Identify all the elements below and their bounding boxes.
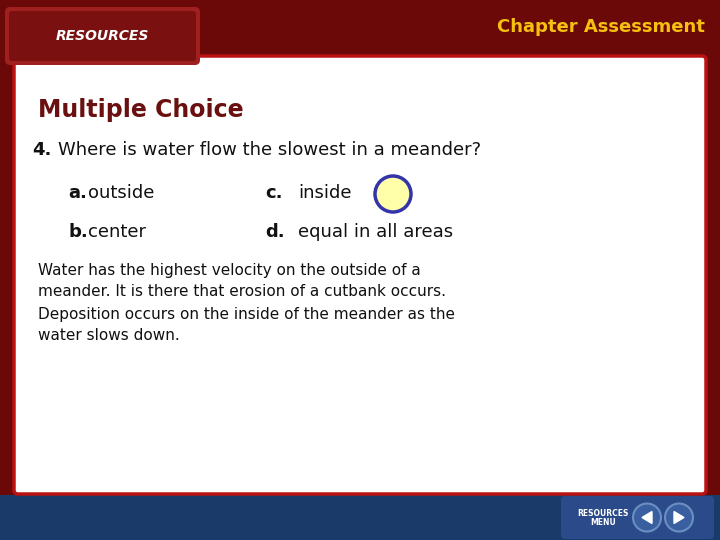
FancyBboxPatch shape	[14, 56, 706, 494]
Text: inside: inside	[298, 184, 351, 202]
Text: Chapter Assessment: Chapter Assessment	[497, 18, 705, 37]
FancyBboxPatch shape	[5, 7, 200, 65]
Text: c.: c.	[265, 184, 282, 202]
Text: RESOURCES: RESOURCES	[56, 29, 149, 43]
Circle shape	[375, 176, 411, 212]
Text: meander. It is there that erosion of a cutbank occurs.: meander. It is there that erosion of a c…	[38, 285, 446, 300]
Text: 4.: 4.	[32, 141, 51, 159]
Text: center: center	[88, 223, 146, 241]
FancyBboxPatch shape	[9, 11, 196, 61]
Text: MENU: MENU	[590, 518, 616, 527]
Text: water slows down.: water slows down.	[38, 328, 180, 343]
Text: Deposition occurs on the inside of the meander as the: Deposition occurs on the inside of the m…	[38, 307, 455, 321]
Bar	[0, 0, 720, 55]
Text: outside: outside	[88, 184, 154, 202]
Text: Water has the highest velocity on the outside of a: Water has the highest velocity on the ou…	[38, 262, 420, 278]
Text: b.: b.	[68, 223, 88, 241]
Polygon shape	[674, 511, 684, 523]
Bar	[0, 495, 720, 540]
FancyBboxPatch shape	[561, 496, 714, 539]
Text: Multiple Choice: Multiple Choice	[38, 98, 243, 122]
Text: a.: a.	[68, 184, 87, 202]
Text: d.: d.	[265, 223, 284, 241]
Circle shape	[665, 503, 693, 531]
Circle shape	[633, 503, 661, 531]
Polygon shape	[642, 511, 652, 523]
Text: RESOURCES: RESOURCES	[577, 509, 629, 518]
Text: Where is water flow the slowest in a meander?: Where is water flow the slowest in a mea…	[58, 141, 481, 159]
Text: equal in all areas: equal in all areas	[298, 223, 453, 241]
